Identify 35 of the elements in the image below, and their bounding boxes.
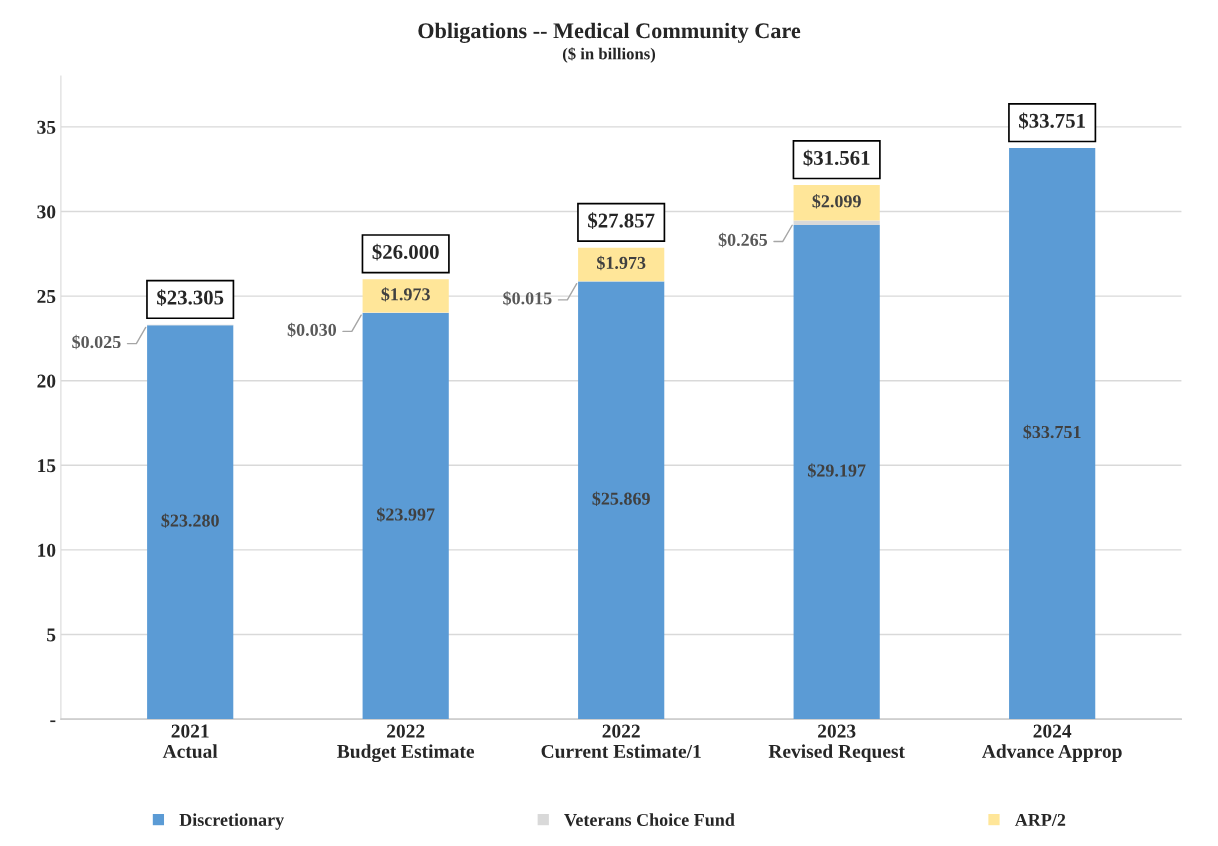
y-tick-label: 30 [37, 205, 56, 219]
data-label: $23.280 [161, 513, 219, 528]
y-tick-label: 20 [37, 374, 56, 388]
total-label: $26.000 [372, 243, 439, 261]
x-tick-label: 2021 Actual [162, 724, 218, 759]
data-label: $1.973 [381, 287, 430, 302]
y-tick-label: - [50, 720, 56, 723]
chart-title: Obligations -- Medical Community Care [418, 22, 801, 43]
y-tick-label: 10 [38, 543, 56, 557]
chart-subtitle: ($ in billions) [562, 47, 656, 63]
legend-label: Discretionary [179, 813, 284, 830]
x-tick-label: 2022 Current Estimate/1 [541, 724, 701, 759]
x-tick-label: 2022 Budget Estimate [337, 724, 475, 763]
data-label: $0.030 [287, 322, 337, 338]
data-label: $29.197 [807, 463, 866, 478]
data-label: $0.025 [72, 334, 121, 350]
x-tick-label: 2024 Advance Approp [982, 724, 1122, 762]
legend-label: ARP/2 [1014, 813, 1066, 827]
data-label: $1.973 [597, 255, 646, 271]
data-label: $23.997 [376, 507, 435, 522]
data-label: $2.099 [812, 194, 861, 209]
legend-label: Veterans Choice Fund [564, 813, 735, 827]
x-tick-label: 2023 Revised Request [768, 724, 905, 762]
data-label: $25.869 [592, 491, 650, 506]
total-label: $27.857 [588, 212, 655, 229]
y-tick-label: 15 [38, 459, 56, 473]
y-tick-label: 25 [37, 289, 56, 304]
total-label: $23.305 [157, 289, 224, 306]
y-tick-label: 35 [37, 120, 56, 134]
total-label: $31.561 [803, 149, 870, 167]
data-label: $0.265 [718, 232, 768, 248]
total-label: $33.751 [1019, 112, 1085, 130]
y-tick-label: 5 [47, 628, 56, 642]
data-label: $0.015 [503, 291, 552, 306]
data-label: $33.751 [1023, 424, 1081, 440]
